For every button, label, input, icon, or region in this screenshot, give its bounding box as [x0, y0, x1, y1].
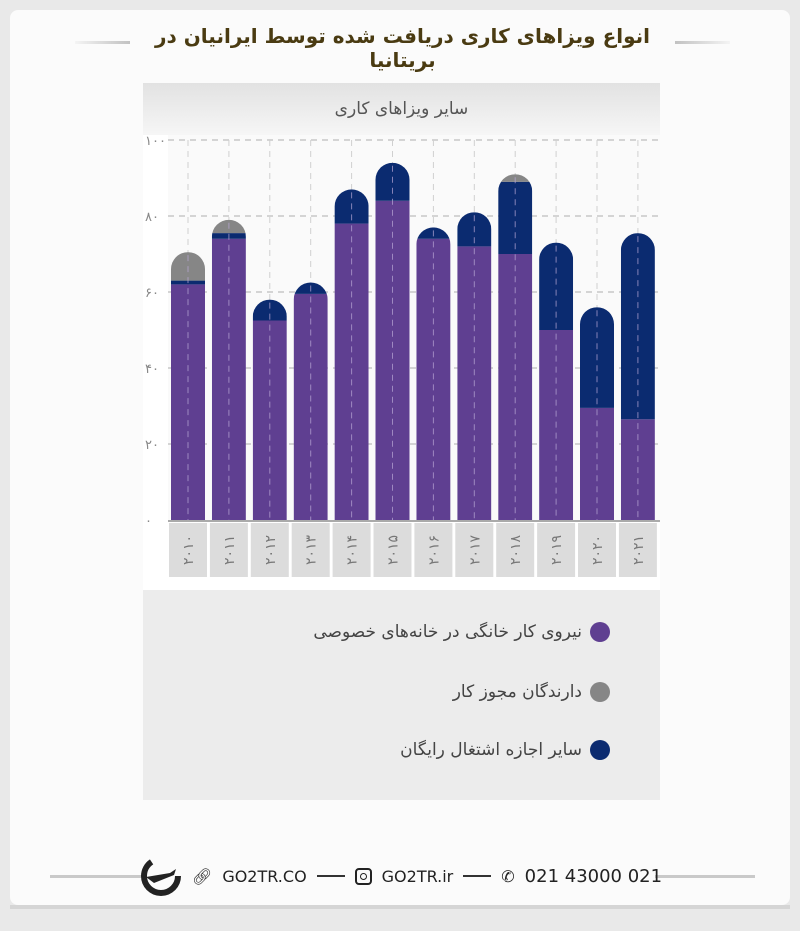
plot-area [168, 135, 660, 520]
phone-number[interactable]: 021 43000 021 [524, 865, 663, 887]
x-tick-label: ۲۰۱۹ [549, 535, 565, 565]
title-divider [670, 41, 730, 44]
x-tick-label: ۲۰۱۵ [386, 535, 402, 565]
x-tick-cell [578, 523, 616, 577]
x-tick-cell [414, 523, 453, 577]
legend-item-other: سایر اجازه اشتغال رایگان [400, 740, 610, 760]
bar-segment-other [252, 299, 287, 321]
footer-divider [50, 875, 145, 878]
x-tick-cell [169, 523, 207, 577]
y-tick-label: ۱۰۰ [145, 134, 166, 149]
x-tick-label: ۲۰۱۲ [263, 535, 279, 565]
legend: نیروی کار خانگی در خانه‌های خصوصی دارندگ… [143, 590, 660, 800]
y-tick-label: ۸۰ [145, 210, 159, 225]
separator [463, 875, 492, 877]
x-tick-cell [373, 523, 412, 577]
footer: 🔗︎ GO2TR.CO GO2TR.ir ✆ 021 43000 021 [140, 855, 662, 897]
legend-label: نیروی کار خانگی در خانه‌های خصوصی [313, 622, 582, 642]
x-tick-cell [209, 523, 248, 577]
link-icon: 🔗︎ [192, 866, 213, 886]
x-tick-cell [618, 523, 657, 577]
title-divider [75, 41, 135, 44]
bar-segment-domestic [252, 320, 287, 520]
phone-icon: ✆ [501, 866, 515, 886]
y-tick-label: ۴۰ [145, 362, 159, 377]
chart-title: سایر ویزاهای کاری [143, 83, 660, 135]
footer-divider [655, 875, 755, 878]
legend-swatch [590, 622, 610, 642]
legend-label: سایر اجازه اشتغال رایگان [400, 740, 582, 760]
website-link[interactable]: GO2TR.CO [222, 866, 307, 886]
x-tick-cell [455, 523, 494, 577]
x-tick-label: ۲۰۱۸ [508, 534, 524, 565]
y-tick-label: ۰ [145, 514, 152, 529]
x-tick-label: ۲۰۱۶ [426, 535, 442, 565]
legend-swatch [590, 682, 610, 702]
bottom-strip [10, 905, 790, 909]
instagram-link[interactable]: GO2TR.ir [381, 866, 454, 886]
x-tick-cell [496, 523, 535, 577]
legend-item-work-permit: دارندگان مجوز کار [453, 682, 610, 702]
x-tick-label: ۲۰۱۷ [467, 534, 483, 565]
x-tick-cell [537, 523, 576, 577]
x-tick-cell [250, 523, 289, 577]
separator [316, 875, 345, 877]
x-tick-label: ۲۰۱۴ [345, 535, 361, 565]
logo-plane-icon [141, 856, 181, 896]
x-tick-cell [332, 523, 371, 577]
x-tick-cell [291, 523, 330, 577]
legend-swatch [590, 740, 610, 760]
x-tick-label: ۲۰۱۰ [181, 535, 197, 565]
x-tick-label: ۲۰۲۱ [631, 535, 647, 565]
page-title: انواع ویزاهای کاری دریافت شده توسط ایران… [130, 24, 675, 72]
x-tick-label: ۲۰۱۳ [304, 534, 320, 565]
x-tick-label: ۲۰۱۱ [222, 535, 238, 565]
y-tick-label: ۲۰ [145, 438, 159, 453]
instagram-icon [354, 867, 372, 885]
legend-label: دارندگان مجوز کار [452, 682, 582, 702]
x-tick-label: ۲۰۲۰ [590, 535, 606, 565]
y-tick-label: ۶۰ [145, 286, 159, 301]
legend-item-domestic: نیروی کار خانگی در خانه‌های خصوصی [313, 622, 610, 642]
